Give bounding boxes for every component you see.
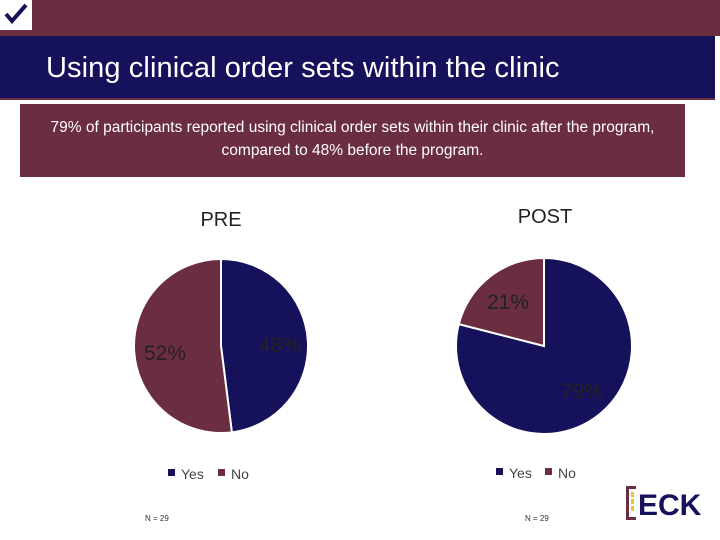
title-background: Using clinical order sets within the cli… bbox=[0, 36, 715, 100]
pre-legend-yes-swatch bbox=[168, 469, 175, 476]
post-chart: POST 79% 21% Yes No bbox=[455, 206, 633, 481]
pre-label-no: 52% bbox=[144, 342, 186, 365]
pre-n-label: N = 29 bbox=[145, 514, 169, 523]
post-legend-yes: Yes bbox=[509, 465, 532, 481]
post-slice-no bbox=[457, 256, 545, 348]
pre-chart-title: PRE bbox=[200, 209, 241, 231]
title-band: Using clinical order sets within the cli… bbox=[0, 36, 720, 100]
pre-legend-no: No bbox=[231, 466, 249, 482]
pre-legend-no-swatch bbox=[218, 469, 225, 476]
pre-label-yes: 48% bbox=[259, 334, 301, 357]
post-label-yes: 79% bbox=[561, 380, 603, 403]
pre-slice-no bbox=[133, 257, 234, 434]
check-logo-icon: ECK bbox=[626, 486, 702, 522]
post-legend-no: No bbox=[558, 465, 576, 481]
pre-slices bbox=[133, 257, 309, 434]
post-legend-yes-swatch bbox=[496, 468, 503, 475]
post-label-no: 21% bbox=[487, 291, 529, 314]
check-mark-icon bbox=[0, 0, 32, 30]
summary-text: 79% of participants reported using clini… bbox=[50, 118, 655, 159]
post-slices bbox=[455, 256, 633, 435]
post-legend-no-swatch bbox=[545, 468, 552, 475]
pre-slice-yes bbox=[220, 257, 309, 434]
top-accent-bar bbox=[0, 0, 720, 36]
post-chart-title: POST bbox=[518, 206, 572, 228]
logo-text: ECK bbox=[638, 489, 702, 522]
summary-callout: 79% of participants reported using clini… bbox=[20, 104, 685, 177]
pre-chart: PRE 48% 52% Yes No bbox=[133, 209, 309, 482]
page-title: Using clinical order sets within the cli… bbox=[46, 52, 560, 84]
post-n-label: N = 29 bbox=[525, 514, 549, 523]
pre-legend-yes: Yes bbox=[181, 466, 204, 482]
post-slice-yes bbox=[455, 256, 633, 435]
